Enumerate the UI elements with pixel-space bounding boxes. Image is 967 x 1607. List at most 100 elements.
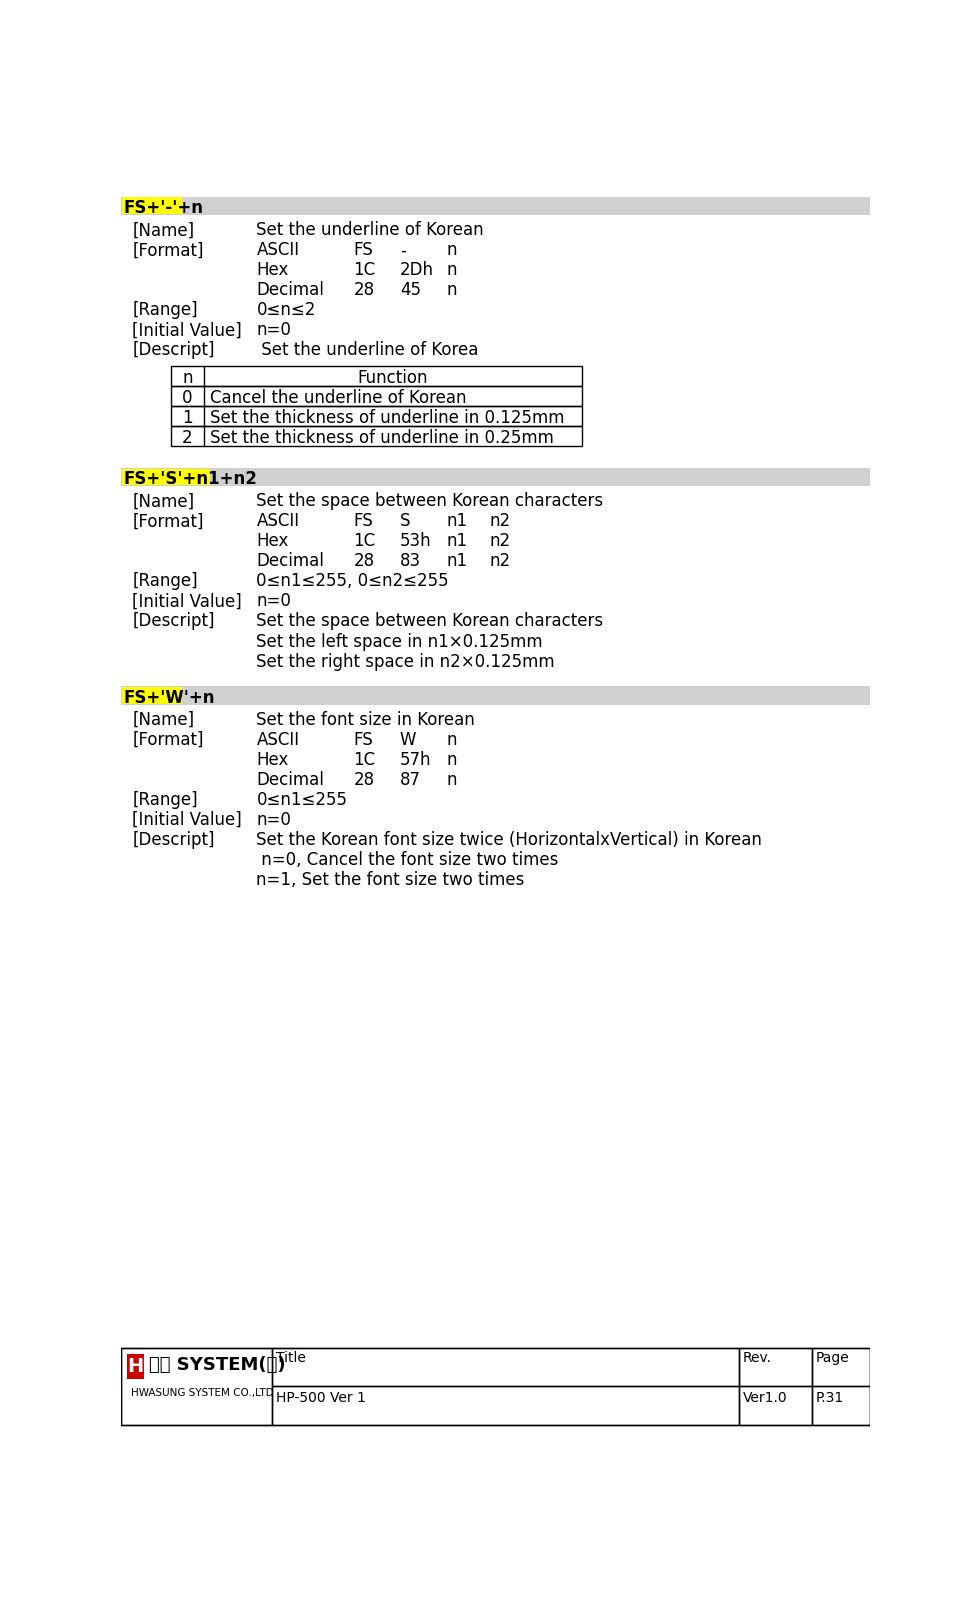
- Text: n=0: n=0: [256, 812, 291, 829]
- Text: Decimal: Decimal: [256, 771, 324, 789]
- Text: Set the space between Korean characters: Set the space between Korean characters: [256, 612, 603, 630]
- Text: Ver1.0: Ver1.0: [743, 1392, 787, 1405]
- Text: 45: 45: [400, 281, 421, 299]
- Text: [Range]: [Range]: [132, 572, 198, 590]
- Text: [Range]: [Range]: [132, 302, 198, 320]
- Text: n2: n2: [489, 532, 511, 551]
- Text: n: n: [447, 262, 456, 280]
- Text: 花成 SYSTEM(株): 花成 SYSTEM(株): [149, 1356, 285, 1374]
- Text: [Descript]: [Descript]: [132, 612, 215, 630]
- Text: Function: Function: [358, 370, 428, 387]
- Bar: [171, 426, 582, 447]
- Text: 1C: 1C: [353, 750, 375, 770]
- Bar: [171, 366, 582, 386]
- Text: Set the left space in n1×0.125mm: Set the left space in n1×0.125mm: [256, 633, 543, 651]
- Bar: [121, 686, 870, 705]
- Text: 1C: 1C: [353, 262, 375, 280]
- Text: ASCII: ASCII: [256, 513, 300, 530]
- Text: Set the space between Korean characters: Set the space between Korean characters: [256, 492, 603, 511]
- Text: S: S: [400, 513, 410, 530]
- Text: Set the underline of Korea: Set the underline of Korea: [256, 341, 479, 360]
- Text: Hex: Hex: [256, 262, 289, 280]
- Text: HWASUNG SYSTEM CO.,LTD: HWASUNG SYSTEM CO.,LTD: [131, 1388, 274, 1398]
- Bar: [122, 688, 182, 704]
- Text: Set the thickness of underline in 0.25mm: Set the thickness of underline in 0.25mm: [210, 429, 554, 447]
- Text: Cancel the underline of Korean: Cancel the underline of Korean: [210, 389, 466, 407]
- Text: Decimal: Decimal: [256, 281, 324, 299]
- Text: 28: 28: [353, 771, 374, 789]
- Text: Page: Page: [816, 1351, 850, 1364]
- Text: 2Dh: 2Dh: [400, 262, 434, 280]
- Text: [Name]: [Name]: [132, 710, 194, 730]
- Text: n: n: [447, 750, 456, 770]
- Text: W: W: [400, 731, 417, 749]
- Bar: [171, 407, 582, 426]
- Text: 0≤n1≤255: 0≤n1≤255: [256, 791, 347, 810]
- Bar: [121, 196, 870, 215]
- Text: Set the underline of Korean: Set the underline of Korean: [256, 222, 484, 239]
- Bar: [812, 1387, 870, 1425]
- Text: FS+'W'+n: FS+'W'+n: [124, 689, 216, 707]
- Text: n: n: [447, 281, 456, 299]
- Text: HP-500 Ver 1: HP-500 Ver 1: [276, 1392, 366, 1405]
- Text: 0: 0: [182, 389, 192, 407]
- Text: ASCII: ASCII: [256, 241, 300, 259]
- Bar: [127, 1355, 144, 1379]
- Text: 83: 83: [400, 553, 421, 570]
- Text: Decimal: Decimal: [256, 553, 324, 570]
- Bar: [121, 1348, 870, 1425]
- Text: 53h: 53h: [400, 532, 431, 551]
- Bar: [739, 1348, 812, 1387]
- Text: n=0: n=0: [256, 321, 291, 339]
- Bar: [272, 1387, 739, 1425]
- Text: [Name]: [Name]: [132, 492, 194, 511]
- Text: n1: n1: [447, 513, 467, 530]
- Bar: [812, 1348, 870, 1387]
- Text: n=0: n=0: [256, 593, 291, 611]
- Text: [Initial Value]: [Initial Value]: [132, 812, 243, 829]
- Bar: [122, 198, 182, 214]
- Text: n: n: [447, 771, 456, 789]
- Text: Set the font size in Korean: Set the font size in Korean: [256, 710, 475, 730]
- Text: Set the thickness of underline in 0.125mm: Set the thickness of underline in 0.125m…: [210, 410, 565, 427]
- Text: [Descript]: [Descript]: [132, 341, 215, 360]
- Text: Rev.: Rev.: [743, 1351, 772, 1364]
- Text: ASCII: ASCII: [256, 731, 300, 749]
- Bar: [122, 469, 210, 485]
- Text: 87: 87: [400, 771, 421, 789]
- Text: n2: n2: [489, 553, 511, 570]
- Text: FS: FS: [353, 241, 373, 259]
- Text: n: n: [447, 241, 456, 259]
- Text: 2: 2: [182, 429, 192, 447]
- Text: [Range]: [Range]: [132, 791, 198, 810]
- Bar: [272, 1348, 739, 1387]
- Text: 28: 28: [353, 281, 374, 299]
- Text: Hex: Hex: [256, 750, 289, 770]
- Bar: [121, 1348, 272, 1425]
- Text: n=1, Set the font size two times: n=1, Set the font size two times: [256, 871, 525, 889]
- Bar: [121, 468, 870, 487]
- Text: [Name]: [Name]: [132, 222, 194, 239]
- Text: n: n: [447, 731, 456, 749]
- Text: Set the Korean font size twice (HorizontalxVertical) in Korean: Set the Korean font size twice (Horizont…: [256, 831, 762, 848]
- Text: n1: n1: [447, 553, 467, 570]
- Text: FS+'S'+n1+n2: FS+'S'+n1+n2: [124, 469, 258, 489]
- Text: 0≤n≤2: 0≤n≤2: [256, 302, 316, 320]
- Text: Title: Title: [276, 1351, 306, 1364]
- Text: 1C: 1C: [353, 532, 375, 551]
- Text: [Format]: [Format]: [132, 241, 204, 259]
- Text: [Initial Value]: [Initial Value]: [132, 593, 243, 611]
- Text: P.31: P.31: [816, 1392, 844, 1405]
- Text: n1: n1: [447, 532, 467, 551]
- Text: n=0, Cancel the font size two times: n=0, Cancel the font size two times: [256, 852, 559, 869]
- Text: Hex: Hex: [256, 532, 289, 551]
- Text: [Format]: [Format]: [132, 731, 204, 749]
- Text: 0≤n1≤255, 0≤n2≤255: 0≤n1≤255, 0≤n2≤255: [256, 572, 449, 590]
- Text: n2: n2: [489, 513, 511, 530]
- Text: [Format]: [Format]: [132, 513, 204, 530]
- Text: [Descript]: [Descript]: [132, 831, 215, 848]
- Text: 57h: 57h: [400, 750, 431, 770]
- Text: -: -: [400, 241, 406, 259]
- Text: Set the right space in n2×0.125mm: Set the right space in n2×0.125mm: [256, 652, 555, 670]
- Text: FS: FS: [353, 731, 373, 749]
